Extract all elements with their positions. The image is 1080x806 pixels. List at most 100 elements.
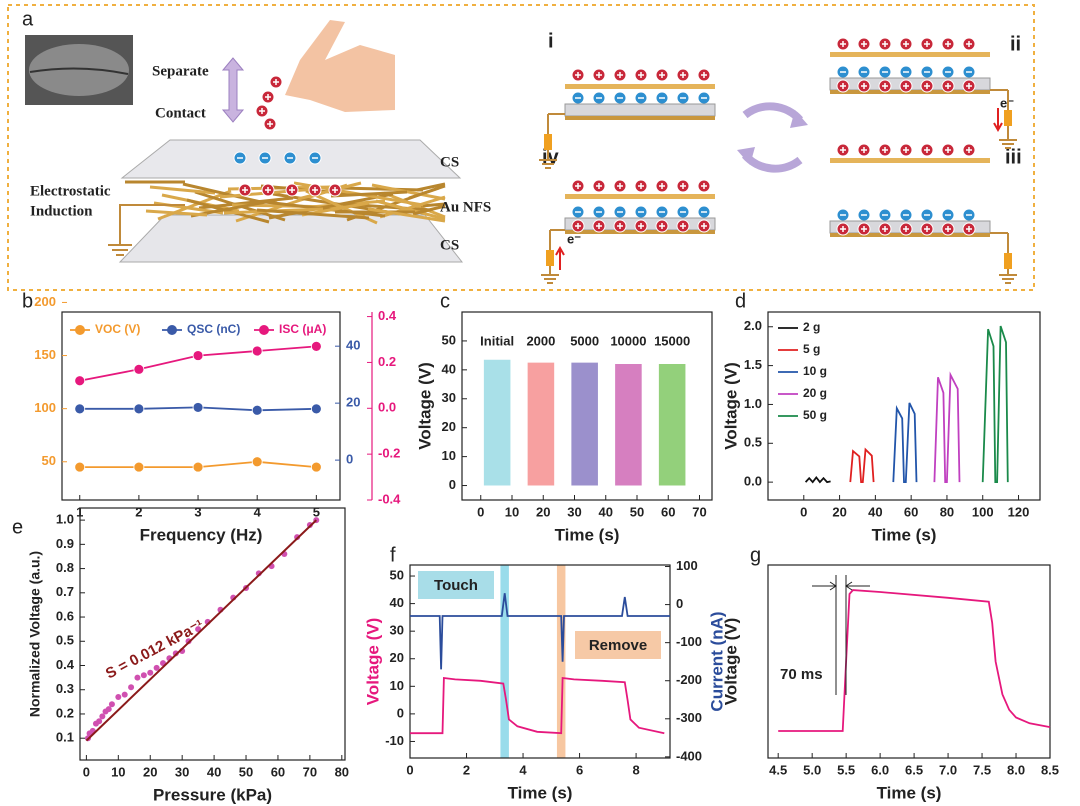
fiber (149, 185, 216, 195)
y-tick-label: 0 (676, 596, 683, 611)
plot-frame (461, 311, 713, 501)
panel-letter: d (735, 290, 746, 312)
marker (310, 403, 322, 415)
fiber (375, 199, 446, 221)
y-axis-label: Voltage (V) (415, 362, 434, 450)
y-tick-label: 40 (346, 338, 360, 353)
y-tick-label: 2.0 (744, 318, 762, 333)
y-axis-label: Voltage (V) (363, 618, 382, 706)
marker (133, 461, 145, 473)
plot-frame (767, 564, 1051, 759)
load (1004, 253, 1012, 269)
y-tick-label: 0.3 (56, 681, 74, 696)
y-tick-label: -400 (676, 748, 702, 763)
x-tick-label: 0 (83, 764, 90, 779)
line (933, 371, 961, 483)
y-tick-label: 20 (346, 395, 360, 410)
line (410, 593, 670, 670)
label: CS (440, 154, 459, 170)
ground (539, 159, 557, 169)
x-tick-label: 0 (406, 762, 413, 777)
marker (74, 403, 86, 415)
fiber (338, 186, 424, 192)
x-tick-label: 2 (135, 504, 142, 519)
ground-wire (108, 204, 185, 256)
ground (999, 274, 1017, 284)
y-tick-label: 150 (34, 347, 56, 362)
current-arrow (993, 108, 1003, 133)
x-axis-label: Pressure (kPa) (153, 785, 272, 804)
x-tick-label: 70 (303, 764, 317, 779)
x-tick-label: 70 (692, 504, 706, 519)
line (892, 402, 918, 483)
x-tick-label: 6.5 (905, 762, 923, 777)
band (615, 364, 642, 486)
x-tick-label: 50 (239, 764, 253, 779)
fiber (182, 182, 262, 204)
x-tick-label: 40 (207, 764, 221, 779)
y-tick-label: -10 (385, 733, 404, 748)
fiber (190, 198, 278, 218)
y-tick-label: -0.2 (378, 446, 400, 461)
nfs-layer (830, 90, 990, 94)
label: Separate (152, 63, 209, 79)
band-label: 15000 (654, 333, 690, 348)
scatter-point (172, 650, 179, 657)
highlight (500, 565, 509, 758)
y-tick-label: 200 (34, 294, 56, 309)
y-tick-label: 40 (390, 595, 404, 610)
marker (133, 403, 145, 415)
scatter-point (108, 701, 115, 708)
panel-letter: c (440, 290, 450, 312)
cycle-arrow (742, 102, 804, 123)
annotation-box (418, 571, 494, 599)
marker (192, 402, 204, 413)
marker (310, 461, 322, 473)
marker (251, 404, 263, 416)
legend-label: 5 g (803, 342, 820, 356)
electrode-plate (830, 158, 990, 163)
x-tick-label: 5 (313, 504, 320, 519)
x-tick-label: 60 (661, 504, 675, 519)
label: Electrostatic (30, 183, 111, 199)
film (564, 103, 716, 117)
y-tick-label: 0.6 (56, 608, 74, 623)
x-axis-label: Time (s) (872, 525, 937, 544)
x-tick-label: 3 (194, 504, 201, 519)
panel-a-frame (7, 4, 1035, 291)
annotation: S = 0.012 kPa⁻¹ (103, 617, 207, 683)
fiber (420, 202, 446, 208)
x-axis-label: Time (s) (877, 783, 942, 802)
y-tick-label: 0 (346, 452, 353, 467)
electrode-plate (565, 84, 715, 89)
fit-line (85, 519, 317, 742)
ground (999, 139, 1017, 149)
y-tick-label: 10 (442, 448, 456, 463)
x-tick-label: 60 (904, 504, 918, 519)
x-tick-label: 20 (832, 504, 846, 519)
y-tick-label: 0.4 (56, 657, 75, 672)
y-tick-label: -200 (676, 672, 702, 687)
state-label: iii (1005, 146, 1022, 168)
load (546, 250, 554, 266)
y-tick-label: 50 (390, 567, 404, 582)
y-tick-label: 50 (42, 453, 56, 468)
band-label: 2000 (526, 333, 555, 348)
y-tick-label: 0.5 (56, 633, 74, 648)
legend-label: QSC (nC) (187, 322, 240, 336)
electron-label: e⁻ (567, 231, 581, 246)
line (981, 325, 1009, 483)
scatter-point (96, 718, 103, 725)
hand (285, 20, 395, 112)
line (804, 476, 831, 484)
dim-arrow (812, 581, 870, 591)
y-tick-label: 30 (442, 390, 456, 405)
x-tick-label: 2 (463, 762, 470, 777)
y-axis-label: Normalized Voltage (a.u.) (27, 551, 43, 717)
y-tick-label: 0.2 (56, 705, 74, 720)
legend-marker (167, 325, 177, 335)
x-tick-label: 80 (335, 764, 349, 779)
marker (74, 375, 86, 387)
y-tick-label: 0.1 (56, 730, 74, 745)
fiber (264, 200, 386, 218)
